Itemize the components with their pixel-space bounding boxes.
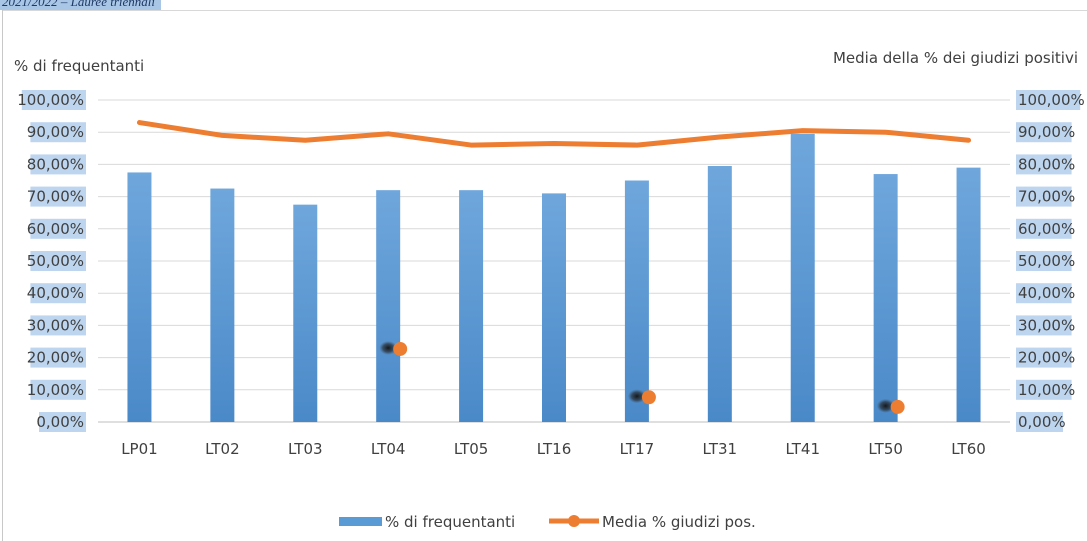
- y2-tick-highlight: [1016, 90, 1081, 110]
- legend-label-line: Media % giudizi pos.: [602, 513, 756, 531]
- y2-tick-highlight: [1016, 283, 1072, 304]
- y2-tick-label: 40,00%: [1018, 284, 1075, 302]
- stray-markers: [379, 340, 905, 414]
- y2-tick-highlight: [1016, 315, 1072, 336]
- y2-tick-label: 100,00%: [1018, 91, 1085, 109]
- y-axis-title: % di frequentanti: [14, 57, 144, 75]
- marker-shadow: [627, 389, 646, 404]
- x-tick-label: LP01: [121, 440, 158, 458]
- bar: [210, 188, 235, 422]
- marker: [890, 399, 905, 414]
- bar: [376, 190, 401, 422]
- y-tick-label: 60,00%: [27, 220, 84, 238]
- bar: [624, 180, 649, 422]
- y-tick-highlight: [21, 90, 86, 110]
- marker: [393, 341, 408, 356]
- y-axis-ticks: 0,00% 10,00% 20,00% 30,00% 40,00% 50,00% 60,00…: [17, 90, 86, 432]
- y-tick-label: 40,00%: [27, 284, 84, 302]
- y-tick-label: 80,00%: [27, 155, 84, 173]
- y2-axis-ticks: 0,00% 10,00% 20,00% 30,00% 40,00% 50,00% 60,00…: [1016, 90, 1085, 432]
- y2-tick-highlight: [1016, 218, 1072, 239]
- y2-tick-label: 90,00%: [1018, 123, 1075, 141]
- y-tick-highlight: [39, 412, 86, 432]
- legend-swatch-bars: [339, 517, 382, 526]
- y-tick-label: 70,00%: [27, 188, 84, 206]
- y2-tick-highlight: [1016, 379, 1072, 400]
- y-tick-highlight: [30, 283, 86, 304]
- bar: [459, 190, 484, 422]
- line-series: [136, 120, 972, 148]
- y2-tick-label: 50,00%: [1018, 252, 1075, 270]
- x-tick-label: LT02: [205, 440, 240, 458]
- y2-tick-label: 30,00%: [1018, 316, 1075, 334]
- y-tick-label: 20,00%: [27, 349, 84, 367]
- x-tick-label: LT17: [620, 440, 655, 458]
- bar: [873, 174, 898, 422]
- y-tick-highlight: [30, 379, 86, 400]
- marker: [641, 390, 656, 405]
- y-tick-highlight: [30, 251, 86, 271]
- x-tick-label: LT03: [288, 440, 323, 458]
- x-tick-label: LT04: [371, 440, 406, 458]
- y2-tick-highlight: [1016, 412, 1063, 432]
- bar: [127, 172, 152, 422]
- x-tick-label: LT31: [703, 440, 738, 458]
- y-tick-highlight: [30, 122, 86, 143]
- x-tick-label: LT41: [785, 440, 820, 458]
- marker-shadow: [876, 398, 895, 413]
- y2-tick-label: 80,00%: [1018, 155, 1075, 173]
- bar: [956, 167, 981, 422]
- x-tick-label: LT16: [537, 440, 572, 458]
- y-tick-label: 0,00%: [36, 413, 84, 431]
- y-tick-label: 90,00%: [27, 123, 84, 141]
- y2-tick-label: 20,00%: [1018, 349, 1075, 367]
- y-tick-highlight: [30, 315, 86, 336]
- y-tick-highlight: [30, 347, 86, 368]
- y-tick-highlight: [30, 218, 86, 239]
- y-tick-label: 50,00%: [27, 252, 84, 270]
- y-tick-label: 30,00%: [27, 316, 84, 334]
- y-tick-label: 10,00%: [27, 381, 84, 399]
- report-title: 2021/2022 – Lauree triennali: [0, 0, 161, 10]
- x-tick-label: LT05: [454, 440, 489, 458]
- y2-tick-label: 10,00%: [1018, 381, 1075, 399]
- y2-tick-highlight: [1016, 347, 1072, 368]
- chart-frame-left: [2, 10, 3, 541]
- bar: [790, 133, 815, 422]
- x-tick-label: LT50: [868, 440, 903, 458]
- bar: [293, 204, 318, 422]
- x-axis-ticks: LP01 LT02 LT03 LT04 LT05 LT16 LT17 LT31 LT41 LT50…: [121, 440, 986, 458]
- marker-shadow: [379, 340, 398, 355]
- y2-tick-highlight: [1016, 186, 1072, 207]
- bar: [542, 193, 566, 422]
- y2-tick-highlight: [1016, 122, 1072, 143]
- y-tick-label: 100,00%: [17, 91, 84, 109]
- y2-tick-label: 70,00%: [1018, 188, 1075, 206]
- bar: [707, 166, 732, 422]
- legend: % di frequentanti Media % giudizi pos.: [339, 513, 756, 531]
- series-line: [136, 120, 972, 148]
- y2-tick-label: 0,00%: [1018, 413, 1066, 431]
- legend-swatch-marker: [568, 515, 580, 527]
- y2-tick-label: 60,00%: [1018, 220, 1075, 238]
- bar-series: [127, 133, 981, 422]
- chart-frame-top: [2, 10, 1087, 11]
- y2-tick-highlight: [1016, 154, 1072, 175]
- x-tick-label: LT60: [951, 440, 986, 458]
- y2-axis-title: Media della % dei giudizi positivi: [833, 49, 1078, 67]
- legend-label-bars: % di frequentanti: [385, 513, 515, 531]
- y2-tick-highlight: [1016, 251, 1072, 271]
- y-tick-highlight: [30, 186, 86, 207]
- y-tick-highlight: [30, 154, 86, 175]
